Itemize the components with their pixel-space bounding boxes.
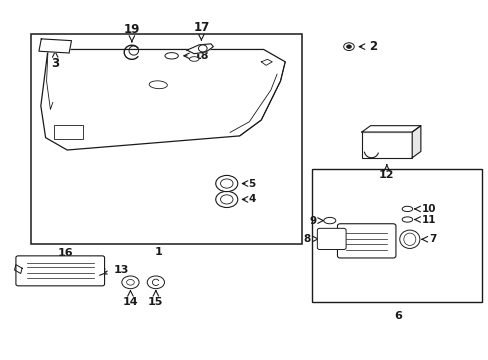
Polygon shape: [361, 126, 420, 132]
Circle shape: [215, 175, 237, 192]
Text: 5: 5: [247, 179, 255, 189]
Circle shape: [215, 191, 237, 207]
Ellipse shape: [198, 45, 207, 52]
Polygon shape: [186, 44, 213, 54]
Ellipse shape: [401, 206, 412, 212]
FancyBboxPatch shape: [337, 224, 395, 258]
Ellipse shape: [399, 230, 419, 248]
Ellipse shape: [149, 81, 167, 89]
Ellipse shape: [189, 57, 199, 61]
Ellipse shape: [323, 217, 335, 224]
Text: 12: 12: [378, 171, 394, 180]
Circle shape: [122, 276, 139, 289]
Text: 18: 18: [194, 51, 209, 61]
Circle shape: [220, 195, 232, 204]
Text: 4: 4: [247, 194, 255, 204]
Text: 11: 11: [422, 215, 436, 225]
FancyBboxPatch shape: [317, 228, 346, 249]
Ellipse shape: [164, 53, 178, 59]
FancyBboxPatch shape: [54, 125, 83, 139]
Circle shape: [343, 43, 353, 50]
Text: 14: 14: [122, 297, 138, 307]
Circle shape: [220, 179, 232, 188]
Polygon shape: [41, 49, 285, 150]
Polygon shape: [39, 39, 71, 53]
FancyBboxPatch shape: [16, 256, 104, 286]
Circle shape: [346, 45, 351, 48]
Text: 1: 1: [154, 247, 162, 257]
Text: 10: 10: [422, 204, 436, 214]
Bar: [311, 170, 481, 302]
Text: 19: 19: [123, 23, 140, 36]
Text: 3: 3: [51, 57, 59, 69]
Polygon shape: [411, 126, 420, 158]
Text: 7: 7: [428, 234, 436, 244]
Ellipse shape: [403, 233, 415, 246]
Text: 8: 8: [303, 234, 310, 244]
Bar: [361, 132, 411, 158]
Circle shape: [147, 276, 164, 289]
Text: 13: 13: [113, 265, 129, 275]
Text: 9: 9: [308, 216, 316, 226]
Circle shape: [126, 279, 134, 285]
Text: 6: 6: [393, 311, 401, 320]
Text: 17: 17: [193, 21, 209, 34]
Ellipse shape: [401, 217, 412, 222]
Text: 15: 15: [148, 297, 163, 307]
Bar: [31, 33, 302, 243]
Text: 2: 2: [368, 40, 376, 53]
Text: 16: 16: [58, 248, 74, 258]
